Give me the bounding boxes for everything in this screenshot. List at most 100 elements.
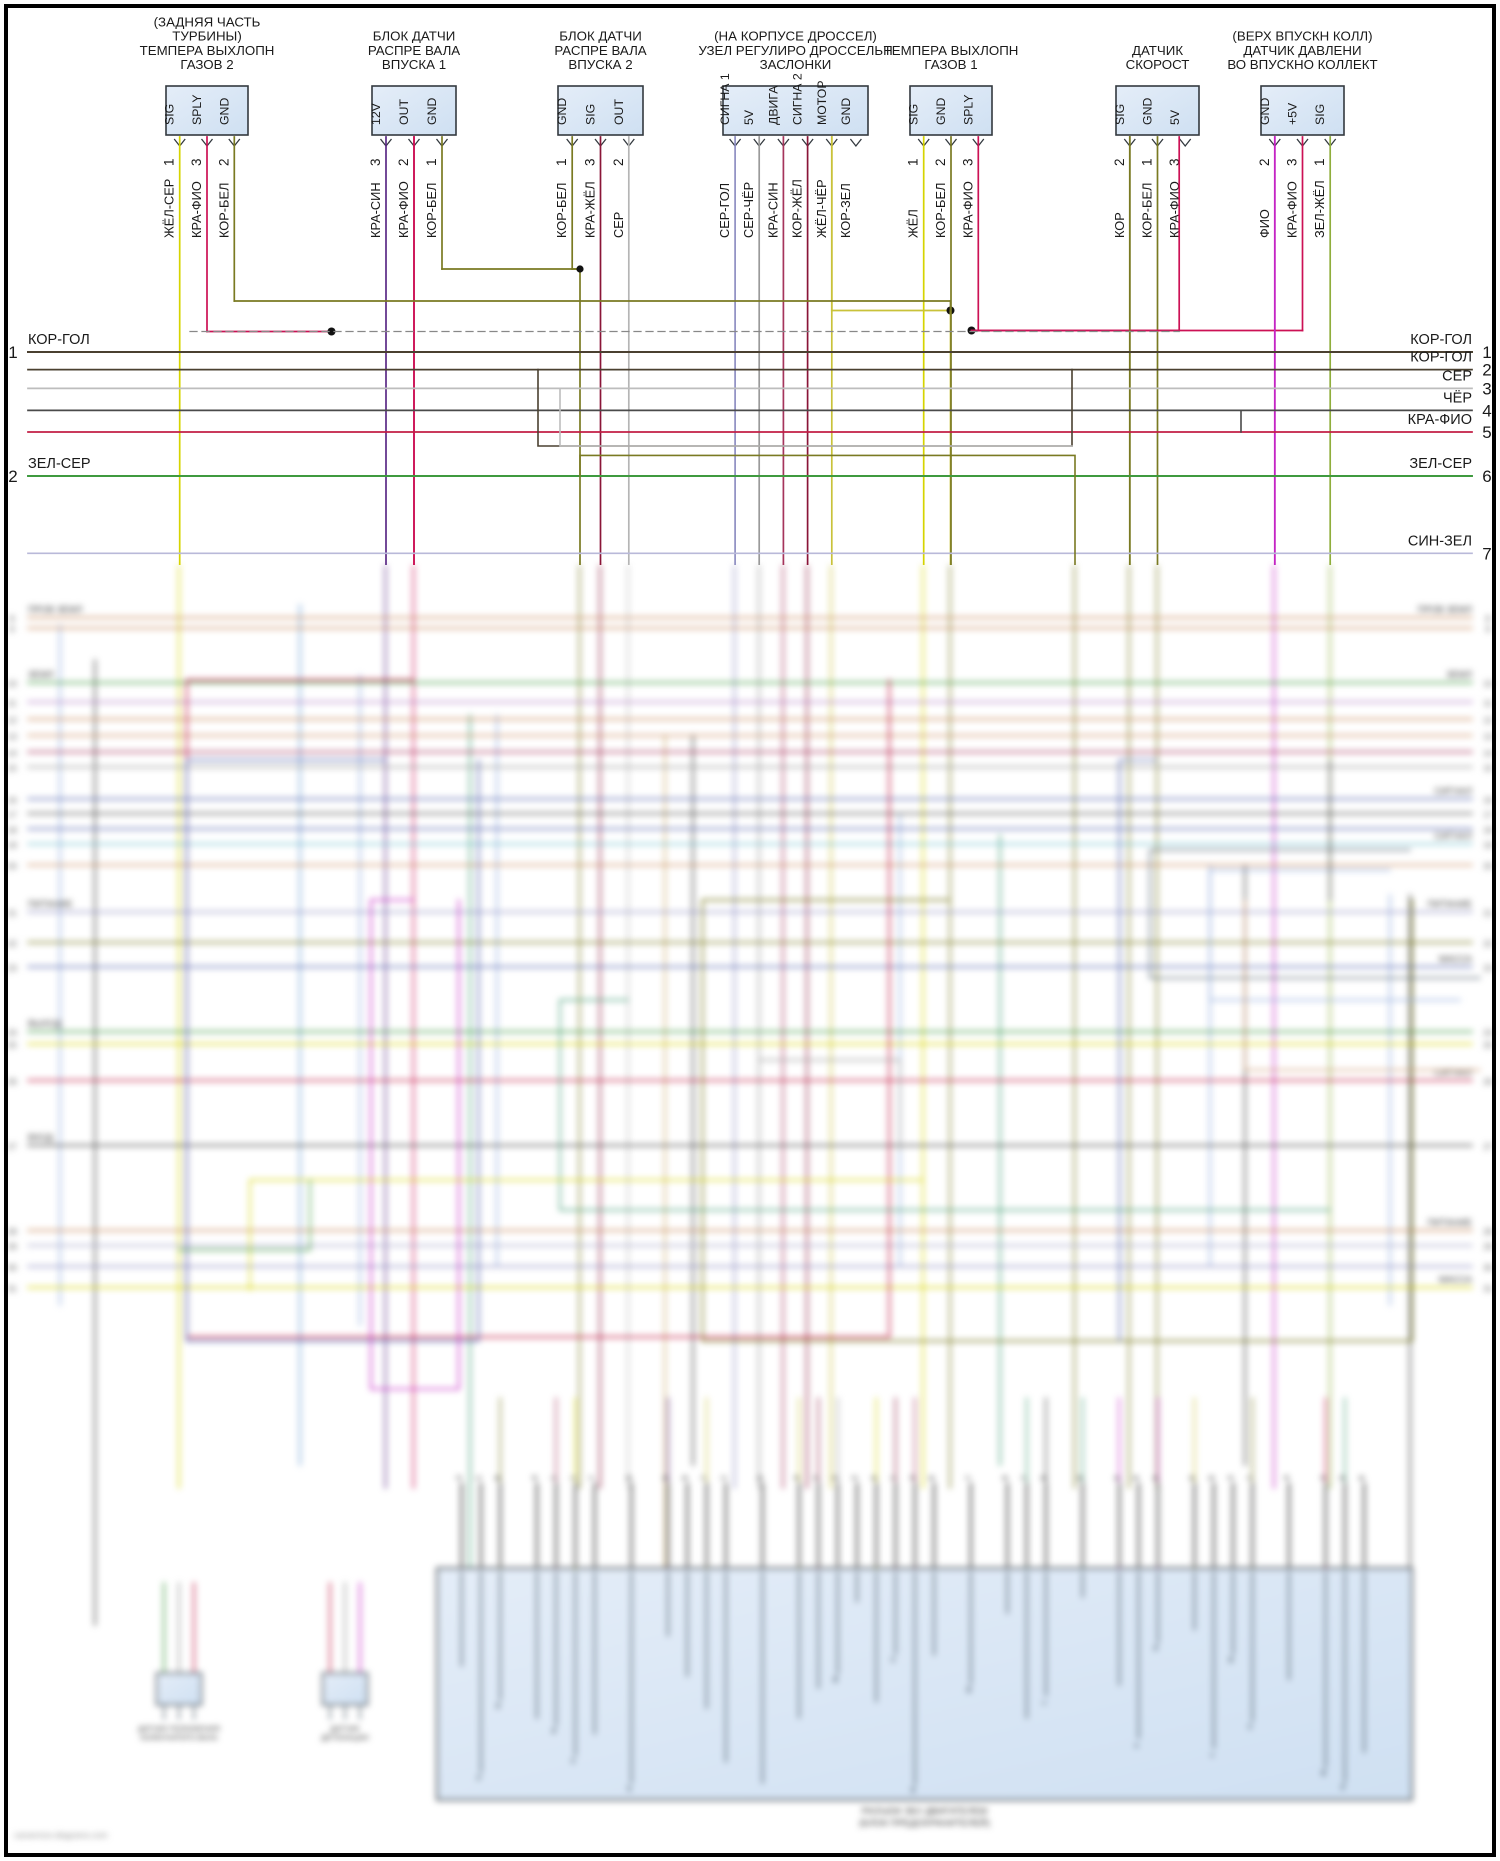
svg-text:SIG: SIG: [163, 104, 177, 125]
svg-text:ГАЗОВ 1: ГАЗОВ 1: [924, 57, 977, 72]
svg-text:3: 3: [583, 158, 598, 166]
svg-text:1: 1: [424, 158, 439, 166]
svg-text:38: 38: [834, 1676, 840, 1683]
svg-text:ЗЕМЛ: ЗЕМЛ: [28, 670, 54, 680]
svg-text:9: 9: [1000, 1476, 1009, 1480]
svg-text:ДАТЧИК ПОЛОЖЕНИЯ: ДАТЧИК ПОЛОЖЕНИЯ: [138, 1724, 220, 1733]
svg-text:6: 6: [1076, 1476, 1085, 1480]
svg-text:ЗЕЛ-СЕР: ЗЕЛ-СЕР: [1409, 456, 1472, 472]
svg-text:11: 11: [1484, 698, 1493, 708]
svg-text:2: 2: [8, 467, 17, 486]
svg-text:GND: GND: [1141, 98, 1155, 125]
svg-text:6: 6: [1188, 1476, 1197, 1480]
svg-text:77: 77: [892, 1657, 898, 1663]
svg-text:28: 28: [7, 1226, 17, 1236]
svg-text:14: 14: [1483, 748, 1493, 758]
svg-text:1: 1: [549, 1476, 558, 1480]
svg-text:5V: 5V: [1168, 109, 1182, 125]
svg-text:11: 11: [8, 698, 17, 708]
svg-text:СЕР-ГОЛ: СЕР-ГОЛ: [717, 183, 732, 238]
svg-text:1: 1: [1482, 343, 1491, 362]
svg-text:КРА-СИН: КРА-СИН: [765, 182, 780, 238]
svg-text:КОР-БЕЛ: КОР-БЕЛ: [216, 183, 231, 238]
svg-text:30: 30: [7, 1262, 17, 1272]
svg-text:ВПУСКА 1: ВПУСКА 1: [382, 57, 446, 72]
svg-text:17: 17: [7, 810, 17, 820]
svg-text:1: 1: [1140, 158, 1155, 166]
svg-text:ДАТЧИК: ДАТЧИК: [330, 1724, 360, 1733]
svg-text:23: 23: [7, 963, 17, 973]
svg-text:ПРОВ ЗЕМЛ: ПРОВ ЗЕМЛ: [1418, 605, 1472, 615]
svg-text:ЗЕМЛ: ЗЕМЛ: [1446, 670, 1472, 680]
svg-text:КОР-ГОЛ: КОР-ГОЛ: [28, 332, 90, 348]
svg-text:МАССА: МАССА: [1439, 954, 1473, 964]
svg-text:ГАЗОВ 2: ГАЗОВ 2: [180, 57, 233, 72]
svg-text:6: 6: [869, 1476, 878, 1480]
svg-text:ДАТЧИК ДАВЛЕНИ: ДАТЧИК ДАВЛЕНИ: [1243, 43, 1361, 58]
svg-text:1: 1: [162, 158, 177, 166]
svg-text:1: 1: [474, 1476, 483, 1480]
svg-text:СИГНАЛ: СИГНАЛ: [1434, 786, 1472, 796]
svg-text:+5V: +5V: [1286, 102, 1300, 125]
svg-text:carservice-diagrams.com: carservice-diagrams.com: [14, 1830, 108, 1840]
svg-text:6: 6: [927, 1476, 936, 1480]
svg-text:ЗАСЛОНКИ: ЗАСЛОНКИ: [760, 57, 832, 72]
svg-text:7: 7: [1245, 1476, 1254, 1480]
svg-text:GND: GND: [934, 98, 948, 125]
svg-text:29: 29: [7, 1242, 17, 1252]
svg-text:GND: GND: [425, 98, 439, 125]
svg-text:7: 7: [1020, 1476, 1029, 1480]
svg-text:24: 24: [7, 1028, 17, 1038]
svg-text:МОТОР: МОТОР: [815, 80, 829, 125]
svg-text:2: 2: [1257, 158, 1272, 166]
svg-text:31: 31: [1483, 1283, 1493, 1293]
svg-text:21: 21: [1483, 908, 1493, 918]
svg-text:КРА-ФИО: КРА-ФИО: [1285, 181, 1300, 238]
svg-text:6: 6: [1482, 467, 1491, 486]
svg-text:ВХОД: ВХОД: [28, 1132, 54, 1142]
svg-text:РАСПРЕ ВАЛА: РАСПРЕ ВАЛА: [554, 43, 646, 58]
svg-text:БЛОК ДАТЧИ: БЛОК ДАТЧИ: [373, 29, 456, 44]
svg-text:22: 22: [7, 938, 17, 948]
svg-text:7: 7: [1482, 544, 1491, 563]
svg-text:18: 18: [7, 825, 17, 835]
svg-text:КРА-ФИО: КРА-ФИО: [960, 181, 975, 238]
svg-text:2: 2: [1482, 361, 1491, 380]
svg-text:5V: 5V: [742, 109, 756, 125]
svg-text:6: 6: [756, 1476, 765, 1480]
svg-text:(НА КОРПУСЕ ДРОССЕЛ): (НА КОРПУСЕ ДРОССЕЛ): [714, 29, 877, 44]
svg-text:47: 47: [627, 1785, 633, 1791]
svg-text:МАССА: МАССА: [1439, 1274, 1473, 1284]
svg-text:СИН-ЗЕЛ: СИН-ЗЕЛ: [1408, 533, 1472, 549]
svg-text:СИГНА 1: СИГНА 1: [718, 73, 732, 125]
svg-text:2: 2: [850, 1476, 859, 1480]
svg-text:9: 9: [10, 624, 15, 634]
svg-text:КОР-ГОЛ: КОР-ГОЛ: [1410, 332, 1472, 348]
svg-text:OUT: OUT: [397, 99, 411, 125]
svg-text:КОЛЕНЧАТОГО ВАЛА: КОЛЕНЧАТОГО ВАЛА: [140, 1733, 218, 1742]
svg-text:2: 2: [396, 158, 411, 166]
svg-text:SPLY: SPLY: [961, 94, 975, 125]
svg-text:СЕР: СЕР: [611, 212, 626, 238]
svg-text:27: 27: [1483, 1141, 1493, 1151]
svg-text:БЛОК ДАТЧИ: БЛОК ДАТЧИ: [559, 29, 642, 44]
svg-text:КОР-ЖЁЛ: КОР-ЖЁЛ: [790, 179, 805, 238]
svg-text:ЧЁР: ЧЁР: [1443, 389, 1472, 406]
svg-text:3: 3: [189, 158, 204, 166]
svg-text:26: 26: [1483, 1076, 1493, 1086]
svg-text:6: 6: [1357, 1476, 1366, 1480]
svg-text:ФИО: ФИО: [1257, 209, 1272, 238]
svg-text:18: 18: [1483, 825, 1493, 835]
svg-text:74: 74: [1341, 1783, 1347, 1790]
svg-text:GND: GND: [555, 98, 569, 125]
svg-text:ЖЁЛ-СЕР: ЖЁЛ-СЕР: [162, 179, 177, 238]
svg-text:СИГНАЛ: СИГНАЛ: [1434, 831, 1472, 841]
svg-text:ДАТЧИК: ДАТЧИК: [1132, 43, 1183, 58]
svg-text:1: 1: [1312, 158, 1327, 166]
svg-text:77: 77: [571, 1758, 577, 1764]
svg-text:1: 1: [568, 1476, 577, 1480]
svg-text:ПИТАНИЕ: ПИТАНИЕ: [28, 899, 73, 909]
svg-text:76: 76: [1154, 1644, 1160, 1651]
svg-text:КРА-ФИО: КРА-ФИО: [396, 181, 411, 238]
svg-text:КОР-БЕЛ: КОР-БЕЛ: [424, 183, 439, 238]
